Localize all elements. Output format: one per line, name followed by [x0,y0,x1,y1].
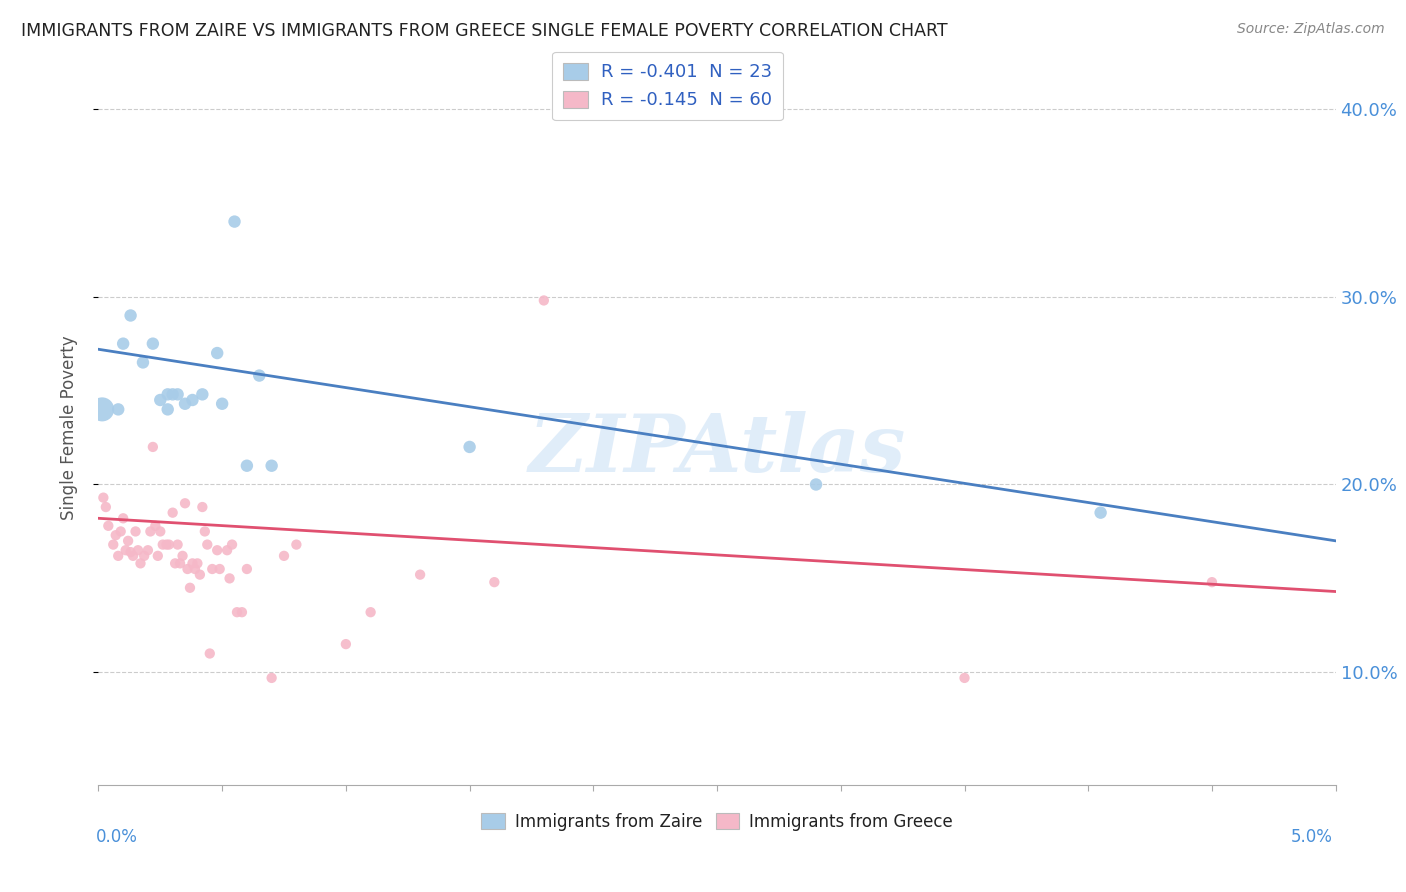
Point [156,402,179,417]
Text: ZIPAtlas: ZIPAtlas [529,411,905,488]
Point [149,524,172,539]
Point [484,575,506,590]
Point [136,543,159,558]
Text: 5.0%: 5.0% [1291,828,1333,846]
Point [236,562,259,576]
Point [155,538,177,552]
Point [1090,506,1112,520]
Point [231,605,253,619]
Point [335,637,357,651]
Point [198,647,221,661]
Point [174,397,197,411]
Point [285,538,308,552]
Point [218,571,240,585]
Point [142,336,165,351]
Point [201,562,224,576]
Text: 0.0%: 0.0% [96,828,138,846]
Point [93,491,115,505]
Point [208,562,231,576]
Point [236,458,259,473]
Point [104,528,127,542]
Point [143,518,166,533]
Point [181,392,204,407]
Point [120,545,142,559]
Point [139,524,162,539]
Text: Source: ZipAtlas.com: Source: ZipAtlas.com [1237,22,1385,37]
Point [260,671,283,685]
Point [458,440,481,454]
Point [124,524,146,539]
Point [127,543,149,558]
Point [110,524,132,539]
Point [112,511,135,525]
Point [179,581,201,595]
Point [166,538,188,552]
Point [169,557,191,571]
Text: IMMIGRANTS FROM ZAIRE VS IMMIGRANTS FROM GREECE SINGLE FEMALE POVERTY CORRELATIO: IMMIGRANTS FROM ZAIRE VS IMMIGRANTS FROM… [21,22,948,40]
Point [1201,575,1223,590]
Point [162,387,184,401]
Point [129,557,152,571]
Point [114,543,136,558]
Point [94,500,117,514]
Legend: Immigrants from Zaire, Immigrants from Greece: Immigrants from Zaire, Immigrants from G… [475,806,959,838]
Point [117,533,139,548]
Y-axis label: Single Female Poverty: Single Female Poverty [59,336,77,520]
Point [122,549,145,563]
Point [172,549,194,563]
Point [142,440,165,454]
Point [191,500,214,514]
Point [146,549,169,563]
Point [409,567,432,582]
Point [205,346,228,360]
Point [533,293,555,308]
Point [174,496,197,510]
Point [157,538,180,552]
Point [804,477,827,491]
Point [221,538,243,552]
Point [953,671,976,685]
Point [156,387,179,401]
Point [132,355,155,369]
Point [107,402,129,417]
Point [184,562,207,576]
Point [191,387,214,401]
Point [112,336,135,351]
Point [273,549,295,563]
Point [188,567,211,582]
Point [107,549,129,563]
Point [166,387,188,401]
Point [211,397,233,411]
Point [224,214,246,228]
Point [91,402,114,417]
Point [152,538,174,552]
Point [360,605,382,619]
Point [205,543,228,558]
Point [247,368,270,383]
Point [134,549,156,563]
Point [194,524,217,539]
Point [149,392,172,407]
Point [217,543,239,558]
Point [226,605,249,619]
Point [103,538,125,552]
Point [260,458,283,473]
Point [181,557,204,571]
Point [195,538,218,552]
Point [176,562,198,576]
Point [165,557,187,571]
Point [97,518,120,533]
Point [162,506,184,520]
Point [120,309,142,323]
Point [186,557,208,571]
